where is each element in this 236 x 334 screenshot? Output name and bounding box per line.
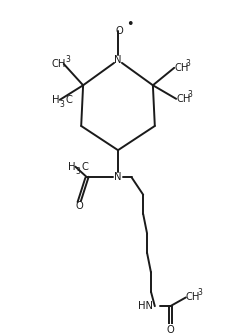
Text: H: H: [52, 95, 60, 105]
Text: 3: 3: [75, 167, 80, 176]
Text: CH: CH: [174, 63, 189, 73]
Text: O: O: [75, 201, 83, 211]
Text: N: N: [114, 55, 122, 65]
Text: C: C: [81, 162, 88, 172]
Text: CH: CH: [51, 59, 66, 69]
Text: •: •: [126, 18, 133, 31]
Text: 3: 3: [198, 289, 202, 298]
Text: HN: HN: [138, 301, 153, 311]
Text: N: N: [114, 172, 122, 182]
Text: 3: 3: [188, 90, 193, 99]
Text: O: O: [115, 26, 123, 36]
Text: H: H: [68, 162, 75, 172]
Text: C: C: [66, 95, 72, 105]
Text: CH: CH: [176, 94, 190, 104]
Text: 3: 3: [186, 59, 191, 68]
Text: 3: 3: [60, 100, 65, 109]
Text: 3: 3: [66, 55, 71, 64]
Text: O: O: [166, 325, 174, 334]
Text: CH: CH: [186, 293, 200, 303]
